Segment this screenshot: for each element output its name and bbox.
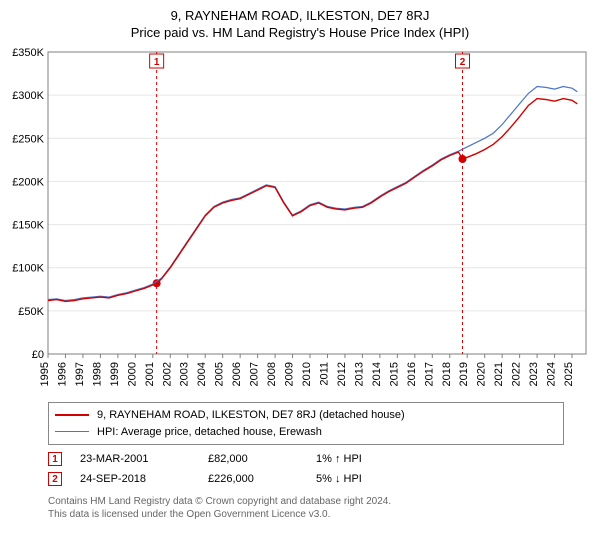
- y-tick-label: £350K: [12, 47, 44, 59]
- x-tick-label: 2007: [249, 362, 261, 386]
- legend-label: 9, RAYNEHAM ROAD, ILKESTON, DE7 8RJ (det…: [97, 407, 405, 424]
- chart-svg: £0 £50K £100K £150K £200K £250K £300K £350K 1995…: [10, 46, 590, 396]
- x-tick-label: 2010: [301, 362, 313, 386]
- legend-box: 9, RAYNEHAM ROAD, ILKESTON, DE7 8RJ (det…: [48, 402, 564, 445]
- x-tick-label: 1997: [74, 362, 86, 386]
- page-title: 9, RAYNEHAM ROAD, ILKESTON, DE7 8RJ: [10, 8, 590, 23]
- footer-attribution: Contains HM Land Registry data © Crown c…: [48, 495, 564, 521]
- x-tick-label: 2004: [196, 362, 208, 386]
- legend-row: HPI: Average price, detached house, Erew…: [55, 424, 557, 441]
- legend-swatch: [55, 431, 89, 432]
- sale-marker-tag-number: 1: [154, 57, 160, 68]
- sale-row: 2 24-SEP-2018 £226,000 5% ↓ HPI: [48, 469, 564, 489]
- footer-line2: This data is licensed under the Open Gov…: [48, 508, 564, 521]
- price-chart: £0 £50K £100K £150K £200K £250K £300K £350K 1995…: [10, 46, 590, 396]
- sale-tag: 2: [48, 472, 62, 486]
- x-tick-label: 2012: [336, 362, 348, 386]
- legend-swatch: [55, 414, 89, 416]
- y-tick-label: £200K: [12, 176, 44, 188]
- x-tick-label: 1996: [56, 362, 68, 386]
- page-subtitle: Price paid vs. HM Land Registry's House …: [10, 25, 590, 40]
- x-tick-label: 2006: [231, 362, 243, 386]
- x-tick-label: 2020: [476, 362, 488, 386]
- x-tick-label: 2021: [493, 362, 505, 386]
- x-tick-label: 2005: [214, 362, 226, 386]
- sale-marker-tag-number: 2: [460, 57, 466, 68]
- sale-delta: 1% ↑ HPI: [316, 453, 406, 465]
- y-tick-label: £100K: [12, 263, 44, 275]
- sale-price: £82,000: [208, 453, 298, 465]
- x-tick-label: 2024: [546, 362, 558, 386]
- sale-date: 24-SEP-2018: [80, 473, 190, 485]
- y-tick-label: £300K: [12, 90, 44, 102]
- x-tick-label: 2019: [458, 362, 470, 386]
- y-tick-label: £250K: [12, 133, 44, 145]
- x-tick-label: 2002: [161, 362, 173, 386]
- legend-row: 9, RAYNEHAM ROAD, ILKESTON, DE7 8RJ (det…: [55, 407, 557, 424]
- x-tick-label: 2025: [563, 362, 575, 386]
- x-tick-label: 2018: [441, 362, 453, 386]
- series-hpi: [48, 87, 577, 301]
- x-tick-label: 2009: [284, 362, 296, 386]
- x-tick-label: 1999: [109, 362, 121, 386]
- sale-tag: 1: [48, 452, 62, 466]
- x-tick-label: 2017: [423, 362, 435, 386]
- footer-line1: Contains HM Land Registry data © Crown c…: [48, 495, 564, 508]
- sale-rows: 1 23-MAR-2001 £82,000 1% ↑ HPI 2 24-SEP-2018 £…: [48, 449, 564, 489]
- sale-row: 1 23-MAR-2001 £82,000 1% ↑ HPI: [48, 449, 564, 469]
- x-tick-label: 2000: [126, 362, 138, 386]
- sale-date: 23-MAR-2001: [80, 453, 190, 465]
- x-tick-label: 2011: [318, 362, 330, 386]
- y-tick-label: £150K: [12, 220, 44, 232]
- x-tick-label: 2023: [528, 362, 540, 386]
- x-tick-label: 2014: [371, 362, 383, 386]
- y-tick-label: £0: [32, 349, 44, 361]
- x-tick-label: 1995: [39, 362, 51, 386]
- x-tick-label: 2003: [179, 362, 191, 386]
- legend-label: HPI: Average price, detached house, Erew…: [97, 424, 322, 441]
- x-tick-label: 2013: [353, 362, 365, 386]
- x-tick-label: 2022: [511, 362, 523, 386]
- x-tick-label: 2016: [406, 362, 418, 386]
- x-tick-label: 2015: [388, 362, 400, 386]
- sale-price: £226,000: [208, 473, 298, 485]
- sale-delta: 5% ↓ HPI: [316, 473, 406, 485]
- x-tick-label: 1998: [91, 362, 103, 386]
- y-tick-label: £50K: [18, 306, 44, 318]
- x-tick-label: 2008: [266, 362, 278, 386]
- x-tick-label: 2001: [144, 362, 156, 386]
